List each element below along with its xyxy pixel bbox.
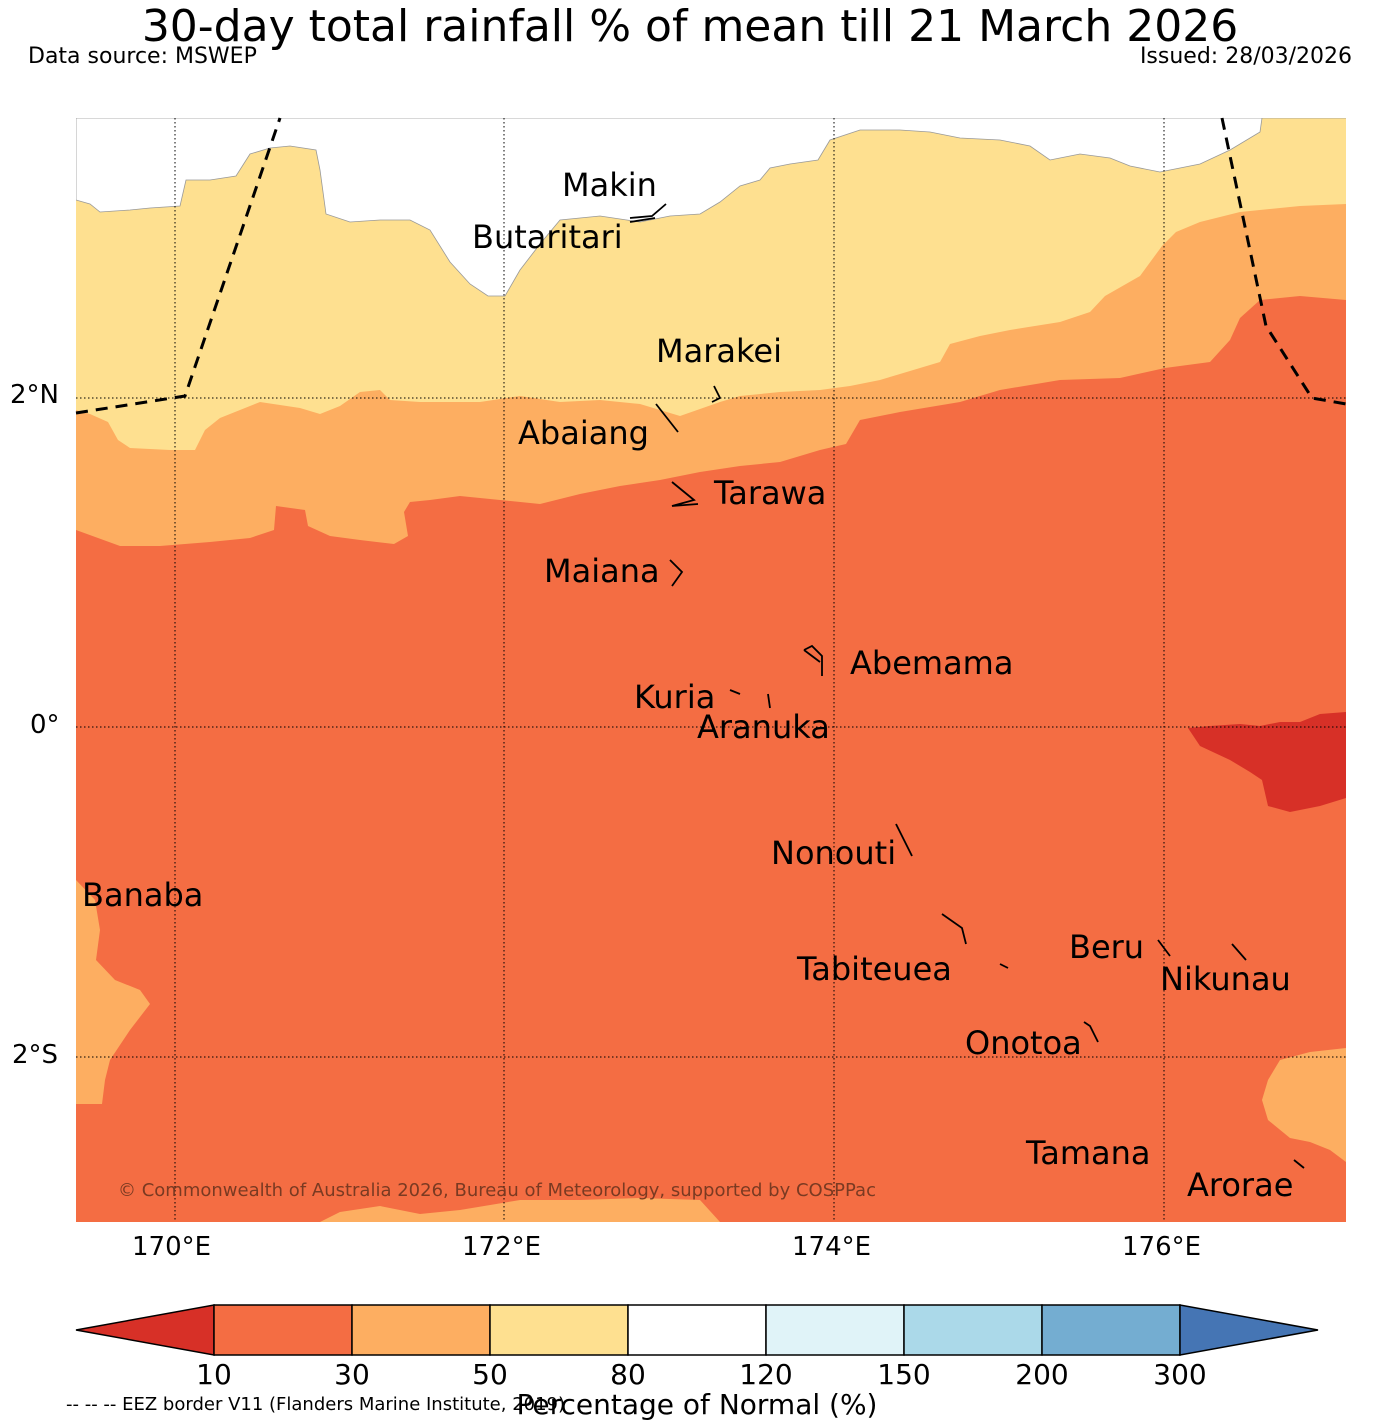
zone-30-50-south bbox=[320, 1198, 720, 1222]
label-abemama: Abemama bbox=[850, 644, 1014, 682]
onotoa-outline bbox=[1083, 1021, 1099, 1043]
colorbar-extend-low bbox=[75, 1304, 215, 1356]
zone-30-50-southeast bbox=[1262, 1048, 1346, 1162]
tarawa-outline bbox=[671, 481, 699, 507]
colorbar-tick: 300 bbox=[1153, 1358, 1207, 1391]
lat-label-2s: 2°S bbox=[12, 1040, 59, 1070]
colorbar-cell bbox=[1041, 1304, 1181, 1356]
label-makin: Makin bbox=[562, 166, 657, 204]
colorbar-label: Percentage of Normal (%) bbox=[516, 1388, 878, 1421]
colorbar-cell bbox=[765, 1304, 905, 1356]
issued-date: Issued: 28/03/2026 bbox=[1139, 44, 1352, 69]
nikunau-outline bbox=[1231, 943, 1247, 961]
label-beru: Beru bbox=[1069, 928, 1145, 966]
colorbar-cell bbox=[351, 1304, 491, 1356]
label-maiana: Maiana bbox=[544, 552, 660, 590]
eez-border bbox=[75, 117, 1347, 415]
colorbar-cell bbox=[903, 1304, 1043, 1356]
colorbar-tick: 10 bbox=[196, 1358, 232, 1391]
label-kuria: Kuria bbox=[634, 678, 716, 716]
colorbar-tick: 120 bbox=[739, 1358, 793, 1391]
arorae-outline bbox=[1293, 1159, 1305, 1169]
lon-label-174e: 174°E bbox=[792, 1232, 872, 1262]
abaiang-outline bbox=[655, 403, 679, 433]
colorbar-cells bbox=[213, 1304, 1181, 1356]
data-source: Data source: MSWEP bbox=[28, 44, 257, 69]
label-tarawa: Tarawa bbox=[714, 474, 827, 512]
colorbar-tick: 150 bbox=[877, 1358, 931, 1391]
rainfall-field bbox=[76, 118, 1346, 1222]
label-nonouti: Nonouti bbox=[771, 834, 897, 872]
marakei-outline bbox=[711, 385, 722, 403]
label-onotoa: Onotoa bbox=[965, 1024, 1082, 1062]
abemama-outline bbox=[803, 644, 823, 676]
nonouti-outline bbox=[895, 823, 913, 857]
colorbar-cell bbox=[489, 1304, 629, 1356]
label-banaba: Banaba bbox=[82, 876, 204, 914]
lat-label-0: 0° bbox=[30, 710, 60, 740]
label-aranuka: Aranuka bbox=[697, 708, 830, 746]
copyright-notice: © Commonwealth of Australia 2026, Bureau… bbox=[118, 1180, 876, 1201]
map-title: 30-day total rainfall % of mean till 21 … bbox=[141, 1, 1239, 52]
aranuka-outline bbox=[767, 693, 771, 709]
zone-below-10 bbox=[1188, 712, 1346, 812]
beru-outline bbox=[1157, 939, 1171, 957]
graticule bbox=[76, 118, 1346, 1222]
label-arorae: Arorae bbox=[1187, 1166, 1294, 1204]
lon-label-172e: 172°E bbox=[462, 1232, 542, 1262]
label-butaritari: Butaritari bbox=[472, 218, 623, 256]
label-abaiang: Abaiang bbox=[518, 414, 649, 452]
label-tabiteuea: Tabiteuea bbox=[797, 950, 952, 988]
maiana-outline bbox=[669, 559, 684, 587]
colorbar-cell bbox=[627, 1304, 767, 1356]
lat-label-2n: 2°N bbox=[10, 380, 59, 410]
colorbar bbox=[75, 1304, 1319, 1356]
lon-label-170e: 170°E bbox=[132, 1232, 212, 1262]
label-tamana: Tamana bbox=[1026, 1134, 1151, 1172]
colorbar-tick: 30 bbox=[334, 1358, 370, 1391]
lon-label-176e: 176°E bbox=[1122, 1232, 1202, 1262]
island-outlines bbox=[629, 203, 1305, 1169]
kuria-outline bbox=[729, 689, 741, 695]
colorbar-tick: 50 bbox=[472, 1358, 508, 1391]
makin-outline bbox=[629, 203, 667, 219]
butaritari-outline bbox=[629, 217, 656, 223]
top-background bbox=[76, 118, 1346, 297]
zone-30-50-west bbox=[76, 880, 150, 1104]
eez-legend-note: -- -- -- EEZ border V11 (Flanders Marine… bbox=[66, 1394, 566, 1415]
label-nikunau: Nikunau bbox=[1160, 960, 1291, 998]
colorbar-tick: 200 bbox=[1015, 1358, 1069, 1391]
colorbar-extend-high bbox=[1179, 1304, 1319, 1356]
tabiteuea-south-outline bbox=[999, 963, 1009, 969]
colorbar-tick: 80 bbox=[610, 1358, 646, 1391]
label-marakei: Marakei bbox=[656, 332, 782, 370]
tabiteuea-outline bbox=[941, 913, 967, 945]
colorbar-cell bbox=[213, 1304, 353, 1356]
